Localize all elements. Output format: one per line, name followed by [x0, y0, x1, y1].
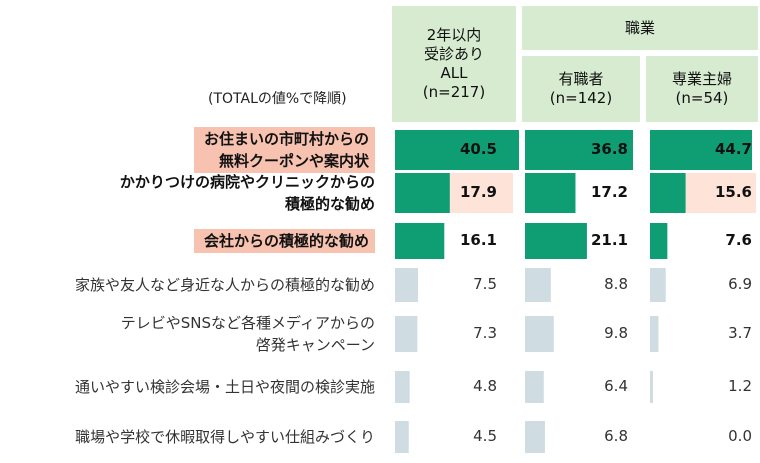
value-label: 7.6: [725, 231, 752, 249]
bar: [395, 371, 410, 403]
category-label-line: 職場や学校で休暇取得しやすい仕組みづくり: [75, 428, 375, 446]
header-housewife-line2: (n=54): [675, 89, 729, 107]
value-label: 9.8: [604, 324, 628, 342]
value-label: 36.8: [590, 140, 628, 158]
header-employed-line1: 有職者: [558, 70, 604, 88]
bar: [525, 421, 545, 453]
category-label-line: 通いやすい検診会場・土日や夜間の検診実施: [74, 378, 375, 396]
bar: [650, 371, 653, 403]
value-label: 4.5: [473, 427, 497, 445]
value-label: 7.5: [473, 275, 497, 293]
category-label: テレビやSNSなど各種メディアからの啓発キャンペーン: [121, 312, 375, 356]
bar: [395, 223, 445, 259]
category-label: 家族や友人など身近な人からの積極的な勧め: [75, 274, 375, 296]
header-occupation-label: 職業: [624, 18, 655, 37]
bar: [525, 130, 633, 170]
bar: [525, 173, 576, 213]
value-label: 21.1: [590, 231, 628, 249]
category-label-line: 家族や友人など身近な人からの積極的な勧め: [74, 276, 375, 294]
bar: [650, 173, 686, 213]
category-label-line: 積極的な勧め: [284, 195, 375, 213]
value-label: 1.2: [728, 377, 752, 395]
category-label-line: 無料クーポンや案内状: [218, 152, 369, 170]
value-label: 4.8: [473, 377, 497, 395]
header-housewife: 専業主婦 (n=54): [646, 56, 758, 122]
bar: [650, 223, 668, 259]
bar: [650, 268, 666, 302]
category-label: かかりつけの病院やクリニックからの積極的な勧め: [120, 171, 375, 215]
value-label: 6.8: [604, 427, 628, 445]
header-occupation: 職業: [522, 6, 758, 50]
value-label: 16.1: [459, 231, 497, 249]
value-label: 15.6: [714, 183, 752, 201]
bar: [395, 173, 450, 213]
bar: [650, 130, 752, 170]
bar: [395, 421, 409, 453]
header-housewife-line1: 専業主婦: [671, 70, 732, 88]
header-employed-line2: (n=142): [549, 89, 613, 107]
category-label: 会社からの積極的な勧め: [193, 229, 375, 253]
bar: [525, 371, 544, 403]
bar: [395, 268, 418, 302]
value-label: 44.7: [714, 140, 752, 158]
value-label: 8.8: [604, 275, 628, 293]
category-label-line: かかりつけの病院やクリニックからの: [119, 173, 375, 191]
category-label-line: お住まいの市町村からの: [203, 130, 369, 148]
category-label: お住まいの市町村からの無料クーポンや案内状: [193, 127, 375, 173]
bar: [395, 130, 519, 170]
category-label-line: テレビやSNSなど各種メディアからの: [120, 314, 375, 332]
bar: [395, 316, 418, 352]
value-label: 3.7: [728, 324, 752, 342]
category-label-line: 会社からの積極的な勧め: [203, 232, 369, 250]
category-label: 職場や学校で休暇取得しやすい仕組みづくり: [75, 426, 375, 448]
value-label: 17.2: [590, 183, 628, 201]
bar: [525, 223, 587, 259]
header-all-line3: ALL: [440, 64, 468, 82]
sort-note: (TOTALの値%で降順): [208, 91, 347, 107]
category-label-line: 啓発キャンペーン: [255, 336, 375, 354]
bar: [525, 268, 551, 302]
header-all-line2: 受診あり: [423, 45, 484, 63]
value-label: 40.5: [459, 140, 497, 158]
header-all-line4: (n=217): [422, 83, 486, 101]
category-label: 通いやすい検診会場・土日や夜間の検診実施: [75, 376, 375, 398]
value-label: 6.4: [604, 377, 628, 395]
value-label: 6.9: [728, 275, 752, 293]
bar: [525, 316, 554, 352]
header-all-line1: 2年以内: [426, 26, 482, 44]
value-label: 7.3: [473, 324, 497, 342]
value-label: 17.9: [459, 183, 497, 201]
header-employed: 有職者 (n=142): [522, 56, 640, 122]
header-all: 2年以内 受診あり ALL (n=217): [392, 6, 516, 122]
bar: [650, 316, 659, 352]
value-label: 0.0: [728, 427, 752, 445]
